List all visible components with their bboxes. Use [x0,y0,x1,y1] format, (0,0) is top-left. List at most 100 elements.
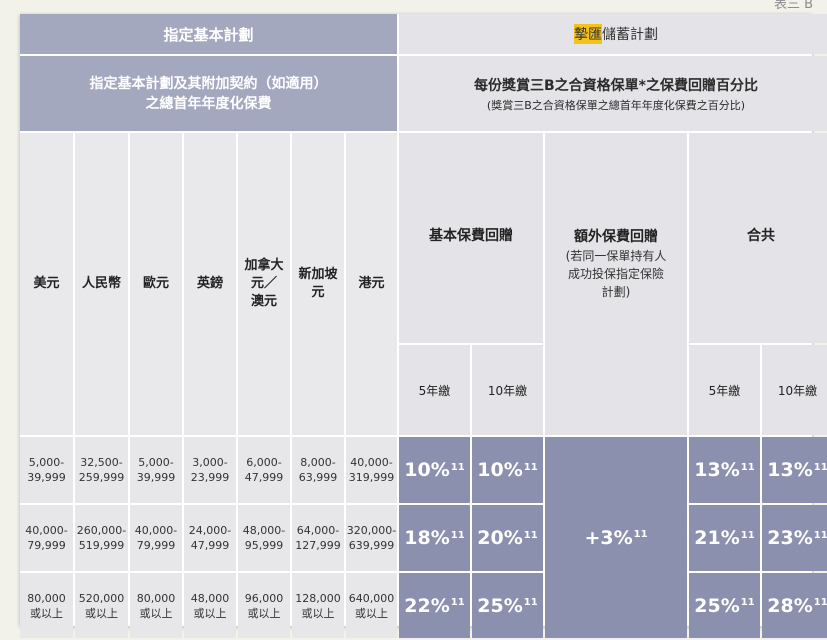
premium-band: 40,000- 79,999 [130,505,182,571]
currency-header: 英鎊 [184,133,236,435]
extra-rebate-note: 成功投保指定保險 [567,267,664,281]
currency-line: 美元 [33,276,60,291]
band-top: 40,000- [134,524,178,537]
rate-value: 25% [477,594,523,617]
currency-line: 港元 [358,276,385,291]
rate-value: 28% [767,594,813,617]
total-5yr-rate: 13% 11 [689,437,760,503]
currency-line: 人民幣 [81,276,121,291]
band-top: 48,000- [242,524,286,537]
premium-band: 5,000- 39,999 [20,437,73,503]
rebate-table: 指定基本計劃 摯匯 儲蓄計劃 指定基本計劃及其附加契約（如適用） 之總首年年度化保… [20,14,827,638]
footnote-ref: 11 [450,461,465,473]
band-top: 32,500- [80,456,123,469]
premium-band: 24,000- 47,999 [184,505,236,571]
premium-band: 80,000 或以上 [130,573,182,638]
total-10yr-header: 10年繳 [762,345,827,435]
rate-value: 25% [694,594,740,617]
band-bottom: 或以上 [193,606,227,620]
premium-band: 260,000- 519,999 [75,505,128,571]
extra-rebate-title: 額外保費回贈 [574,229,658,245]
rate-value: 18% [404,527,450,549]
band-top: 64,000- [296,524,340,537]
band-top: 320,000- [346,524,397,537]
total-10yr-rate: 23% 11 [762,505,827,571]
plan-name-rest: 儲蓄計劃 [602,27,658,43]
premium-band: 5,000- 39,999 [130,437,182,503]
right-subheader-note: (獎賞三B之合資格保單之總首年年度化保費之百分比) [486,98,746,112]
left-header-title: 指定基本計劃 [163,25,254,44]
premium-band: 96,000 或以上 [238,573,290,638]
premium-band: 6,000- 47,999 [238,437,290,503]
basic-10yr-rate: 10% 11 [472,437,543,503]
band-top: 520,000 [78,591,125,605]
band-bottom: 或以上 [355,606,388,620]
basic-5yr-rate: 22% 11 [399,573,470,638]
band-bottom: 79,999 [136,539,176,552]
footnote-ref: 11 [633,529,648,540]
footnote-ref: 11 [813,529,827,541]
band-top: 24,000- [188,524,232,537]
band-top: 3,000- [192,456,228,469]
basic-10yr-header: 10年繳 [472,345,543,435]
band-top: 80,000 [27,591,66,605]
band-bottom: 或以上 [247,606,281,620]
premium-band: 40,000- 319,999 [346,437,397,503]
band-bottom: 或以上 [85,606,118,620]
basic-10yr-rate: 20% 11 [472,505,543,571]
premium-band: 64,000- 127,999 [292,505,344,571]
extra-rebate-note: 計劃) [601,285,631,299]
rate-value: 10% [477,459,523,481]
band-bottom: 47,999 [190,539,230,552]
band-top: 6,000- [246,456,282,469]
plan-name-highlight: 摯匯 [574,24,602,44]
premium-band: 320,000- 639,999 [346,505,397,571]
rate-value: 13% [694,459,740,481]
premium-band: 40,000- 79,999 [20,505,73,571]
extra-rebate-rate: +3% 11 [545,437,687,638]
footnote-ref: 11 [523,597,538,608]
premium-band: 128,000 或以上 [292,573,344,638]
premium-band: 32,500- 259,999 [75,437,128,503]
footnote-ref: 11 [740,461,755,473]
total-10yr-rate: 13% 11 [762,437,827,503]
currency-line: 澳元 [250,294,277,309]
left-subheader-line2: 之總首年年度化保費 [145,95,272,112]
currency-header: 歐元 [130,133,182,435]
rate-value: +3% [584,526,633,549]
band-top: 96,000 [244,591,284,605]
band-top: 48,000 [190,591,230,605]
band-top: 128,000 [295,591,341,605]
premium-band: 48,000- 95,999 [238,505,290,571]
premium-band: 80,000 或以上 [20,573,73,638]
total-10yr-rate: 28% 11 [762,573,827,638]
band-top: 40,000- [25,524,68,537]
total-rebate-title: 合共 [747,228,775,244]
band-bottom: 或以上 [139,606,173,620]
currency-line: 加拿大 [244,258,284,273]
total-5yr-rate: 25% 11 [689,573,760,638]
currency-line: 新加坡 [298,267,338,282]
band-bottom: 或以上 [30,606,63,620]
footnote-ref: 11 [740,529,755,541]
basic-rebate-title: 基本保費回贈 [429,228,513,244]
basic-10yr-rate: 25% 11 [472,573,543,638]
rate-value: 13% [767,459,813,481]
band-top: 5,000- [138,456,174,469]
band-bottom: 127,999 [295,539,341,552]
rate-value: 21% [694,527,740,549]
band-top: 40,000- [350,456,393,469]
band-bottom: 39,999 [136,471,176,484]
extra-rebate-note: (若同一保單持有人 [565,249,667,263]
currency-header: 加拿大 元／ 澳元 [238,133,290,435]
footnote-ref: 11 [813,597,827,608]
rate-value: 23% [767,527,813,549]
currency-line: 元／ [250,276,277,291]
total-rebate-header: 合共 [689,133,827,343]
basic-5yr-rate: 18% 11 [399,505,470,571]
band-bottom: 95,999 [244,539,284,552]
premium-band: 3,000- 23,999 [184,437,236,503]
footnote-ref: 11 [450,529,465,541]
rate-value: 10% [404,459,450,481]
band-bottom: 639,999 [348,539,395,552]
